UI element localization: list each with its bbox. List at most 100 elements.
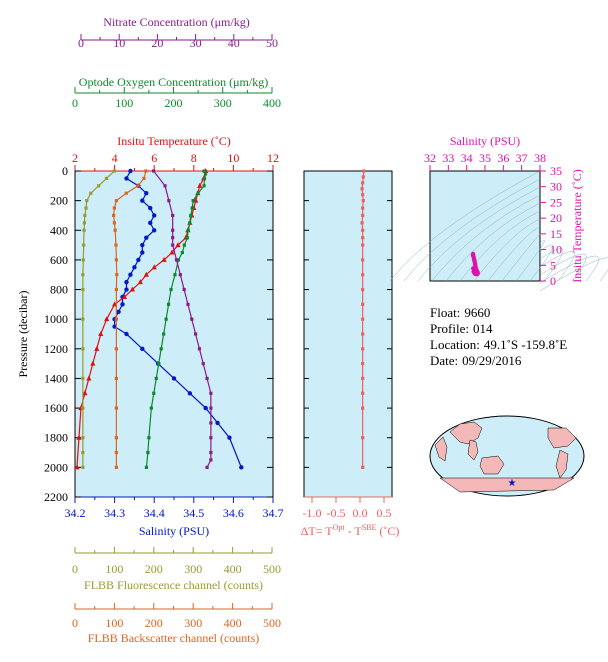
data-point: [89, 191, 93, 195]
data-point: [171, 243, 175, 247]
data-point: [201, 362, 205, 366]
data-point: [121, 293, 128, 299]
nitrate-axis-tick-label: 40: [228, 36, 240, 50]
data-point: [167, 199, 171, 203]
data-point: [361, 317, 365, 321]
ts-temp-tick-label: 25: [550, 195, 562, 209]
ts-density-contour: [459, 210, 541, 282]
data-point: [82, 221, 87, 225]
fluorescence-axis-tick-label: 500: [263, 562, 281, 576]
ts-temp-tick-label: 30: [550, 180, 562, 194]
data-point: [361, 465, 365, 469]
series-backscatter: [112, 169, 148, 469]
ts-density-contour: [445, 202, 541, 282]
data-point: [81, 406, 85, 410]
data-point: [81, 273, 85, 277]
data-point: [114, 450, 118, 455]
data-point: [175, 242, 181, 248]
data-point: [361, 193, 365, 197]
data-point: [215, 420, 220, 426]
data-point: [196, 191, 200, 195]
backscatter-axis-tick-label: 0: [72, 616, 78, 630]
data-point: [361, 181, 365, 185]
delta-axis-tick-label: 0.5: [377, 506, 392, 520]
data-point: [152, 228, 157, 233]
profile-number: 014: [473, 321, 493, 336]
data-point: [162, 332, 166, 336]
fluorescence-axis-tick-label: 100: [105, 562, 123, 576]
data-point: [114, 243, 118, 247]
series-line: [113, 170, 147, 468]
data-point: [173, 273, 177, 277]
data-point: [81, 317, 85, 321]
data-point: [114, 199, 118, 203]
data-point: [164, 317, 168, 321]
data-point: [361, 273, 365, 277]
data-point: [112, 213, 116, 218]
data-point: [360, 221, 364, 225]
data-point: [84, 206, 88, 210]
data-point: [361, 406, 365, 410]
ts-density-contour: [539, 255, 599, 284]
data-point: [209, 450, 213, 455]
data-point: [144, 235, 149, 240]
data-point: [115, 273, 119, 277]
data-point: [227, 435, 232, 440]
pressure-tick-label: 1200: [44, 342, 68, 356]
temperature-axis-tick-label: 2: [72, 151, 78, 165]
data-point: [114, 258, 118, 262]
oxygen-axis-tick-label: 0: [72, 96, 78, 110]
data-point: [360, 187, 364, 191]
data-point: [114, 317, 118, 321]
pressure-tick-label: 0: [62, 164, 68, 178]
data-point: [361, 206, 365, 210]
data-point: [148, 205, 153, 211]
ts-density-contour: [539, 248, 564, 282]
data-point: [178, 273, 182, 277]
ts-salinity-label: Salinity (PSU): [450, 134, 520, 148]
data-point: [144, 191, 149, 196]
data-point: [112, 221, 116, 225]
data-point: [187, 391, 193, 396]
data-point: [185, 236, 189, 240]
salinity-axis-tick-label: 34.4: [144, 506, 165, 520]
delta-axis-tick-label: -1.0: [303, 506, 322, 520]
data-point: [176, 258, 181, 262]
data-point: [361, 436, 365, 440]
fluorescence-axis-tick-label: 300: [184, 562, 202, 576]
data-point: [140, 198, 145, 203]
data-point: [186, 302, 190, 306]
data-point: [124, 331, 129, 337]
data-point: [113, 228, 117, 232]
data-point: [361, 228, 365, 232]
salinity-axis-label: Salinity (PSU): [139, 524, 209, 538]
fluorescence-axis-tick-label: 400: [224, 562, 242, 576]
ts-density-contour: [539, 257, 608, 292]
data-point: [81, 450, 85, 455]
nitrate-axis-tick-label: 30: [190, 36, 202, 50]
temperature-axis-tick-label: 12: [267, 151, 279, 165]
data-point: [143, 271, 149, 277]
backscatter-axis-tick-label: 400: [224, 616, 242, 630]
data-point: [361, 213, 365, 218]
data-point: [82, 243, 86, 247]
data-point: [361, 287, 365, 292]
data-point: [202, 169, 206, 173]
data-point: [140, 346, 145, 352]
salinity-axis-tick-label: 34.6: [223, 506, 244, 520]
nitrate-axis-tick-label: 50: [266, 36, 278, 50]
data-point: [144, 169, 148, 173]
data-point: [129, 286, 136, 292]
data-point: [361, 391, 365, 395]
ts-salinity-tick-label: 35: [479, 151, 491, 165]
ts-plot-area: [429, 170, 541, 282]
data-point: [140, 242, 145, 248]
data-point: [76, 434, 82, 440]
delta-axis-tick-label: -0.5: [327, 506, 346, 520]
temperature-axis-tick-label: 6: [151, 151, 157, 165]
date-row: Date: 09/29/2016: [430, 353, 522, 368]
data-point: [189, 213, 193, 218]
ts-salinity-tick-label: 38: [534, 151, 546, 165]
data-point: [209, 406, 213, 410]
data-point: [361, 347, 365, 351]
